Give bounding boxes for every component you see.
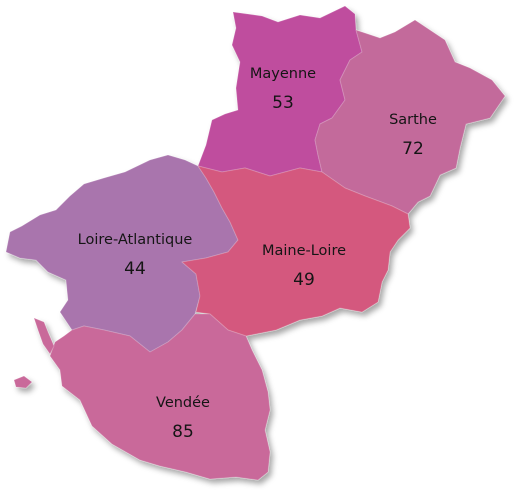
department-maine-et-loire[interactable]	[181, 165, 411, 337]
island-noirmoutier	[33, 317, 55, 355]
department-sarthe[interactable]	[314, 19, 506, 215]
island-yeu	[13, 375, 33, 389]
department-vendee[interactable]	[49, 313, 271, 481]
